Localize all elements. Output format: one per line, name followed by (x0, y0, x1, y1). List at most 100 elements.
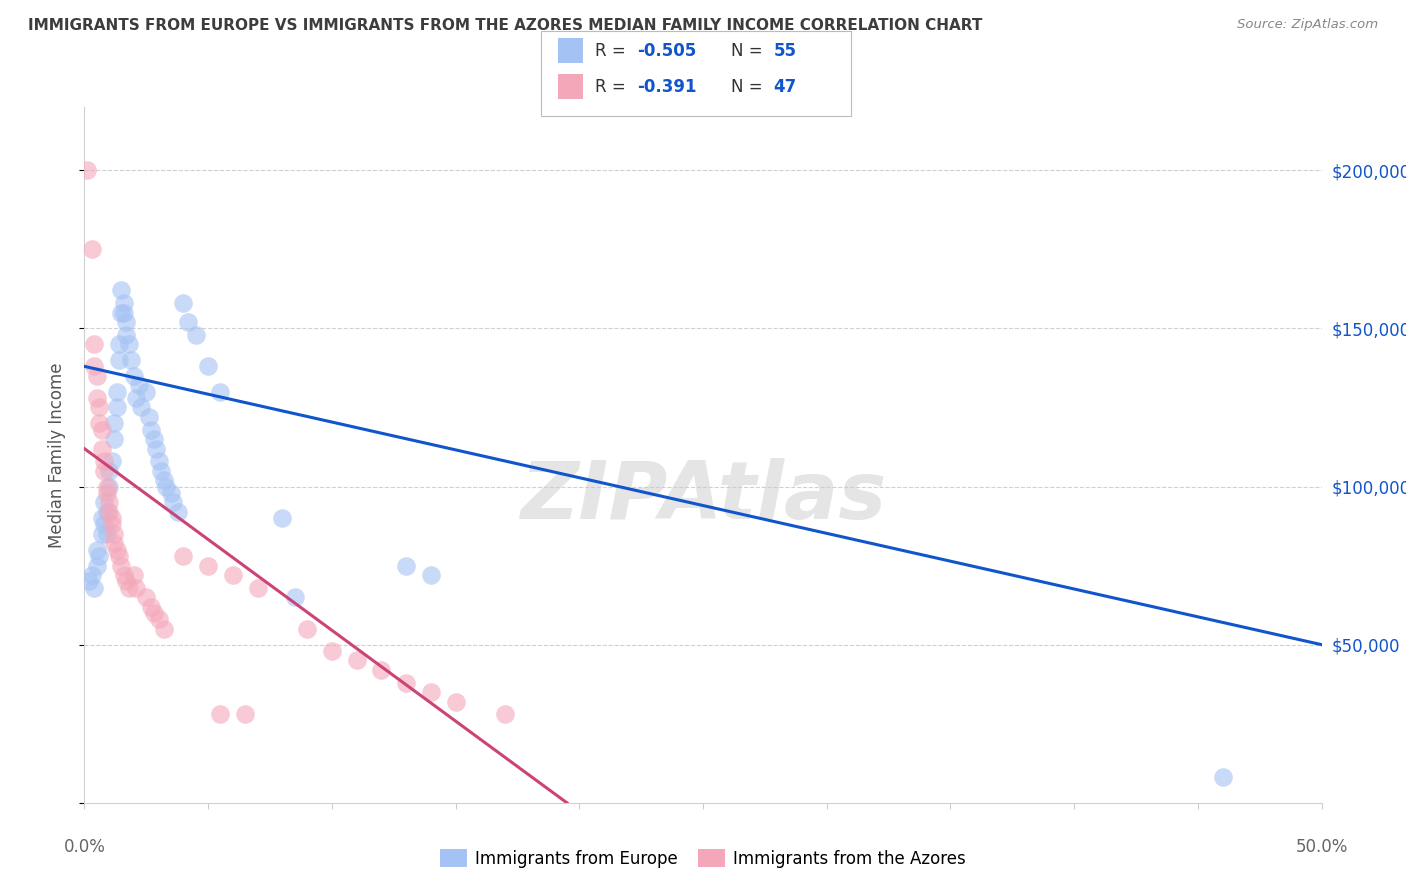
Point (1212, 771, 1234, 785)
Point (93, 454, 115, 468)
Point (108, 353, 131, 368)
Point (346, 653, 368, 667)
Point (172, 296, 194, 310)
Point (98, 464, 121, 478)
Point (395, 558, 418, 573)
Point (98, 505, 121, 519)
Point (80, 243, 103, 257)
Point (184, 327, 207, 342)
Point (135, 384, 157, 399)
Point (93, 517, 115, 532)
Point (150, 464, 173, 478)
Point (86, 368, 108, 383)
Point (122, 368, 145, 383)
Point (112, 568, 135, 582)
Point (152, 622, 174, 636)
Point (112, 296, 135, 310)
Point (115, 315, 138, 329)
Point (98, 495, 121, 509)
Y-axis label: Median Family Income: Median Family Income (48, 362, 66, 548)
Point (115, 574, 138, 589)
Point (138, 409, 160, 424)
Point (100, 517, 122, 532)
Text: IMMIGRANTS FROM EUROPE VS IMMIGRANTS FROM THE AZORES MEDIAN FAMILY INCOME CORREL: IMMIGRANTS FROM EUROPE VS IMMIGRANTS FRO… (28, 18, 983, 33)
Point (112, 305, 135, 319)
Point (93, 464, 115, 478)
Point (83, 337, 105, 351)
Point (90, 527, 112, 541)
Point (118, 337, 141, 351)
Point (172, 549, 194, 563)
Point (494, 707, 516, 722)
Point (105, 401, 128, 415)
Point (103, 536, 125, 550)
Point (96, 486, 118, 500)
Point (125, 391, 148, 405)
Point (103, 527, 125, 541)
Point (90, 423, 112, 437)
Text: 0.0%: 0.0% (63, 838, 105, 856)
Point (98, 479, 121, 493)
Point (142, 432, 165, 446)
Point (209, 384, 232, 399)
Point (370, 663, 392, 677)
Point (148, 454, 170, 468)
Point (83, 581, 105, 595)
Point (148, 612, 170, 626)
Point (76, 163, 98, 178)
Point (120, 353, 142, 368)
Point (100, 511, 122, 525)
Point (142, 606, 165, 620)
Point (128, 378, 150, 392)
Point (395, 675, 418, 690)
Text: 50.0%: 50.0% (1295, 838, 1348, 856)
Point (96, 527, 118, 541)
Point (100, 454, 122, 468)
Point (152, 473, 174, 487)
Point (83, 359, 105, 374)
Point (321, 644, 343, 658)
Point (90, 442, 112, 456)
Text: 47: 47 (773, 78, 797, 95)
Point (162, 495, 184, 509)
Text: R =: R = (595, 42, 631, 60)
Point (444, 695, 467, 709)
Point (79, 574, 101, 589)
Text: Source: ZipAtlas.com: Source: ZipAtlas.com (1237, 18, 1378, 31)
Point (105, 384, 128, 399)
Point (86, 391, 108, 405)
Point (118, 581, 141, 595)
Point (222, 568, 245, 582)
Point (125, 581, 148, 595)
Point (155, 479, 177, 493)
Point (167, 505, 190, 519)
Text: N =: N = (731, 78, 768, 95)
Text: N =: N = (731, 42, 768, 60)
Point (80, 568, 103, 582)
Point (89, 401, 111, 415)
Point (209, 707, 232, 722)
Point (160, 486, 183, 500)
Point (86, 542, 108, 557)
Point (233, 707, 256, 722)
Point (419, 568, 441, 582)
Point (141, 599, 163, 614)
Text: -0.505: -0.505 (637, 42, 696, 60)
Point (110, 305, 132, 319)
Point (135, 591, 157, 605)
Text: ZIPAtlas: ZIPAtlas (520, 458, 886, 536)
Point (122, 568, 145, 582)
Point (115, 327, 138, 342)
Point (197, 558, 219, 573)
Point (90, 511, 112, 525)
Point (284, 591, 307, 605)
Point (110, 284, 132, 298)
Point (197, 359, 219, 374)
Point (145, 442, 167, 456)
Point (96, 479, 118, 493)
Legend: Immigrants from Europe, Immigrants from the Azores: Immigrants from Europe, Immigrants from … (433, 842, 973, 874)
Text: -0.391: -0.391 (637, 78, 696, 95)
Point (103, 417, 125, 431)
Point (89, 417, 111, 431)
Point (110, 558, 132, 573)
